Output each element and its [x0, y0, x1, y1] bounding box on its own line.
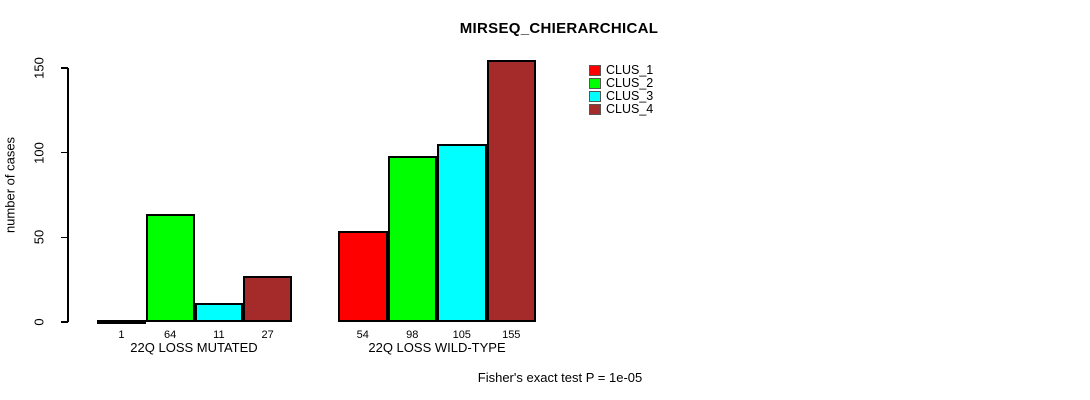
legend-item-clus_1: CLUS_1	[589, 64, 653, 77]
legend-item-clus_4: CLUS_4	[589, 103, 653, 116]
bar-clus_2-group1	[145, 214, 195, 322]
bar-clus_1-group2	[338, 231, 388, 322]
legend-swatch-icon	[589, 65, 601, 76]
legend-label: CLUS_2	[606, 76, 654, 90]
y-tick-label: 50	[31, 230, 47, 245]
bar-clus_4-group2	[486, 60, 536, 322]
bar-value-label: 1	[118, 329, 125, 341]
chart-title: MIRSEQ_CHIERARCHICAL	[459, 20, 659, 37]
legend-label: CLUS_3	[606, 89, 654, 103]
legend-label: CLUS_4	[606, 102, 654, 116]
bar-value-label: 155	[502, 329, 521, 341]
y-tick-label: 150	[31, 57, 47, 79]
y-tick-mark	[61, 67, 68, 69]
x-group-label-mutated: 22Q LOSS MUTATED	[130, 340, 258, 355]
bar-clus_4-group1	[243, 276, 292, 322]
bar-value-label: 54	[356, 329, 369, 341]
y-axis-line	[67, 68, 69, 322]
y-tick-mark	[61, 151, 68, 154]
fisher-test-annotation: Fisher's exact test P = 1e-05	[477, 370, 643, 385]
bar-value-label: 105	[452, 329, 471, 341]
bar-clus_3-group2	[437, 144, 487, 322]
bar-clus_2-group2	[387, 156, 437, 322]
bar-clus_3-group1	[194, 303, 244, 322]
y-tick-mark	[61, 321, 68, 323]
bar-value-label: 11	[213, 329, 225, 341]
y-tick-label: 100	[31, 141, 47, 164]
legend-swatch-icon	[589, 104, 601, 115]
bar-value-label: 98	[406, 329, 419, 341]
y-tick-label: 0	[31, 318, 47, 326]
y-tick-mark	[61, 236, 68, 239]
legend-swatch-icon	[589, 78, 601, 89]
legend-item-clus_2: CLUS_2	[589, 77, 653, 90]
bar-value-label: 64	[164, 329, 177, 341]
bar-value-label: 27	[261, 329, 274, 341]
legend-item-clus_3: CLUS_3	[589, 90, 653, 103]
legend-swatch-icon	[589, 91, 601, 102]
bar-clus_1-group1	[97, 320, 146, 324]
legend: CLUS_1 CLUS_2 CLUS_3 CLUS_4	[589, 64, 653, 116]
x-group-label-wild-type: 22Q LOSS WILD-TYPE	[368, 340, 506, 355]
legend-label: CLUS_1	[606, 63, 654, 77]
y-axis-title: number of cases	[2, 136, 18, 234]
